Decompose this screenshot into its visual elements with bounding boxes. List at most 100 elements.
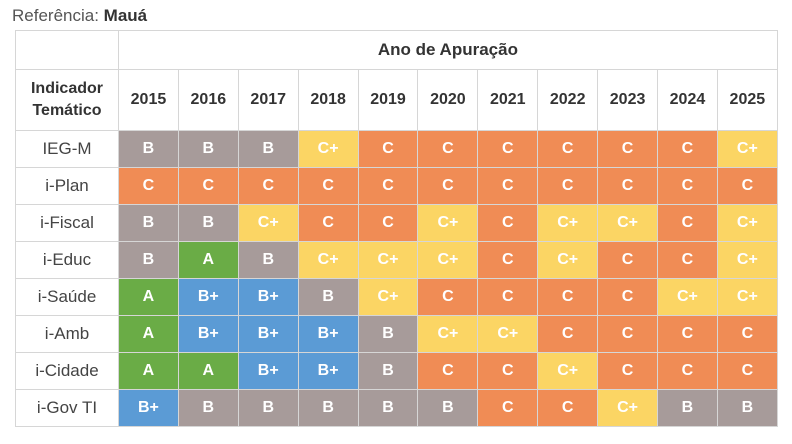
grade-cell: C+ [477,315,539,353]
grade-cell: A [118,315,179,353]
indicator-name: i-Cidade [15,352,119,390]
table-row: i-Amb A B+ B+ B+ B C+ C+ C C C C [15,315,778,353]
grade-cell: C [657,204,718,242]
grade-cell: C+ [716,204,778,242]
grade-cell: B [357,389,419,427]
grade-cell: B [237,130,299,168]
grade-cell: C [597,130,659,168]
grade-cell: C [237,167,299,205]
grade-cell: C [657,352,718,390]
grade-cell: C [477,352,539,390]
grade-cell: C+ [537,241,599,279]
year-header-2020: 2020 [417,69,479,131]
year-header-2022: 2022 [537,69,599,131]
grade-cell: C [177,167,239,205]
corner-cell [15,30,119,70]
grade-cell: B [118,204,179,242]
grade-cell: C [537,167,599,205]
grade-cell: B [297,389,359,427]
grade-cell: B [177,130,239,168]
grade-cell: B+ [237,352,299,390]
grade-cell: C [716,315,778,353]
indicator-column-header: Indicador Temático [15,69,119,131]
indicator-name: i-Gov TI [15,389,119,427]
grade-cell: C [716,352,778,390]
grade-cell: C+ [297,241,359,279]
grade-cell: C [118,167,179,205]
grade-cell: B+ [297,352,359,390]
grade-cell: C [477,204,539,242]
grade-cell: C [477,241,539,279]
year-header-2017: 2017 [237,69,299,131]
grade-cell: C [657,130,718,168]
indicator-name: i-Educ [15,241,119,279]
grade-cell: B [177,204,239,242]
grade-cell: B [657,389,718,427]
grade-cell: B+ [177,315,239,353]
grade-cell: B [357,352,419,390]
grade-cell: C [537,315,599,353]
grade-cell: C [597,241,659,279]
reference-city: Mauá [103,6,148,25]
grade-cell: C [477,278,539,316]
grade-cell: C [357,204,419,242]
grade-cell: C+ [657,278,718,316]
grade-cell: C [357,130,419,168]
table-row: i-Saúde A B+ B+ B C+ C C C C C+ C+ [15,278,778,316]
grade-cell: C [297,204,359,242]
grade-cell: C [597,352,659,390]
table-row: i-Educ B A B C+ C+ C+ C C+ C C C+ [15,241,778,279]
indicator-grade-table: Ano de Apuração Indicador Temático 2015 2… [15,30,778,427]
grade-cell: C [597,167,659,205]
grade-cell: B [118,241,179,279]
grade-cell: C [657,241,718,279]
grade-cell: A [118,352,179,390]
grade-cell: A [177,241,239,279]
grade-cell: C [537,130,599,168]
grade-cell: B [237,389,299,427]
year-header-2018: 2018 [297,69,359,131]
grade-cell: C [417,352,479,390]
grade-cell: B [297,278,359,316]
grade-cell: C+ [417,204,479,242]
grade-cell: C+ [716,241,778,279]
grade-cell: B [357,315,419,353]
grade-cell: C [477,130,539,168]
grade-cell: C+ [716,130,778,168]
grade-cell: B+ [297,315,359,353]
table-row: i-Cidade A A B+ B+ B C C C+ C C C [15,352,778,390]
indicator-name: IEG-M [15,130,119,168]
indicator-name: i-Plan [15,167,119,205]
grade-cell: A [177,352,239,390]
grade-cell: C [417,130,479,168]
year-group-header: Ano de Apuração [118,30,778,70]
grade-cell: B+ [118,389,179,427]
grade-cell: B+ [237,315,299,353]
reference-line: Referência: Mauá [12,6,147,26]
grade-cell: B [417,389,479,427]
table-row: IEG-M B B B C+ C C C C C C C+ [15,130,778,168]
grade-cell: C [537,278,599,316]
year-header-2024: 2024 [657,69,718,131]
grade-cell: C+ [297,130,359,168]
grade-cell: C+ [417,241,479,279]
year-header-2021: 2021 [477,69,539,131]
grade-cell: C [477,167,539,205]
grade-cell: C [716,167,778,205]
grade-cell: B [177,389,239,427]
year-header-2025: 2025 [716,69,778,131]
table-row: i-Fiscal B B C+ C C C+ C C+ C+ C C+ [15,204,778,242]
grade-cell: B+ [237,278,299,316]
grade-cell: C+ [357,278,419,316]
indicator-name: i-Amb [15,315,119,353]
year-header-2015: 2015 [118,69,179,131]
reference-label: Referência: [12,6,99,25]
grade-cell: A [118,278,179,316]
grade-cell: C [537,389,599,427]
grade-cell: C+ [357,241,419,279]
grade-cell: C [477,389,539,427]
grade-cell: C+ [597,204,659,242]
grade-cell: C+ [716,278,778,316]
year-header-2016: 2016 [177,69,239,131]
grade-cell: C [297,167,359,205]
